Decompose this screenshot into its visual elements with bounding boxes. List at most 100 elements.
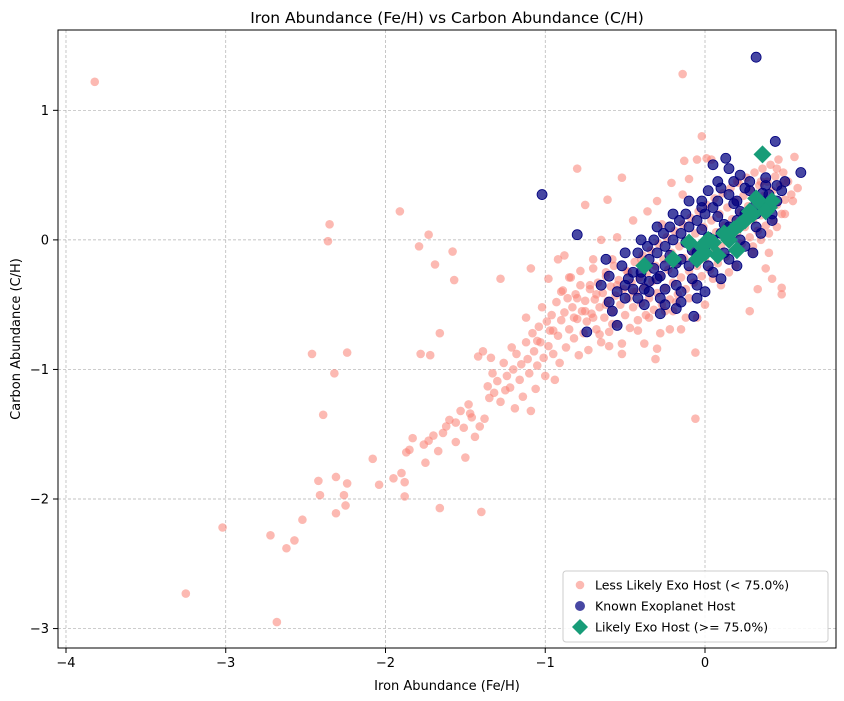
less-likely-point — [515, 375, 524, 385]
known-host-point — [795, 167, 807, 178]
less-likely-point — [477, 507, 486, 517]
less-likely-point — [529, 347, 539, 356]
known-host-point — [622, 273, 634, 285]
known-host-point — [688, 310, 700, 322]
less-likely-point — [416, 349, 425, 359]
less-likely-point — [548, 326, 558, 335]
less-likely-point — [596, 235, 606, 245]
less-likely-point — [572, 293, 582, 303]
known-host-point — [723, 189, 735, 200]
known-host-point — [632, 247, 644, 259]
less-likely-point — [564, 273, 574, 282]
less-likely-point — [435, 328, 445, 338]
less-likely-point — [580, 306, 590, 316]
likely-host-point — [680, 233, 699, 252]
less-likely-point — [569, 313, 579, 322]
less-likely-point — [475, 422, 485, 431]
known-host-point — [723, 253, 735, 265]
less-likely-point — [451, 437, 461, 447]
less-likely-point — [609, 261, 619, 271]
less-likely-point — [408, 433, 417, 443]
less-likely-point — [665, 324, 675, 334]
less-likely-point — [389, 473, 398, 483]
known-host-point — [658, 228, 669, 239]
x-tick-label: −4 — [56, 656, 75, 671]
known-host-point — [699, 286, 711, 298]
less-likely-point — [568, 302, 577, 312]
likely-host-point — [699, 230, 718, 249]
known-host-point — [712, 176, 724, 187]
less-likely-point — [90, 77, 100, 87]
known-host-point — [659, 299, 671, 311]
known-host-point — [707, 266, 719, 278]
less-likely-point — [532, 336, 542, 346]
less-likely-point — [516, 359, 526, 369]
less-likely-point — [421, 458, 430, 468]
less-likely-point — [633, 315, 643, 325]
less-likely-point — [508, 365, 518, 374]
less-likely-point — [542, 317, 552, 326]
less-likely-point — [774, 155, 783, 164]
likely-host-point — [664, 250, 683, 269]
legend-label: Likely Exo Host (>= 75.0%) — [595, 620, 768, 635]
less-likely-point — [534, 322, 544, 331]
less-likely-point — [325, 220, 334, 229]
known-host-point — [619, 247, 631, 259]
less-likely-point — [584, 345, 593, 355]
less-likely-point — [778, 168, 788, 177]
less-likely-point — [499, 358, 509, 368]
less-likely-point — [592, 290, 601, 299]
less-likely-point — [539, 353, 548, 363]
likely-host-point — [743, 204, 762, 223]
legend-label: Less Likely Exo Host (< 75.0%) — [595, 578, 789, 593]
less-likely-point — [588, 313, 598, 322]
less-likely-point — [523, 354, 532, 364]
less-likely-point — [502, 371, 512, 381]
less-likely-point — [548, 349, 558, 359]
less-likely-point — [588, 264, 598, 273]
less-likely-point — [644, 313, 654, 322]
less-likely-point — [315, 490, 325, 500]
known-host-point — [654, 270, 666, 282]
known-host-point — [603, 296, 615, 308]
known-host-point — [707, 159, 719, 171]
known-host-point — [611, 286, 623, 298]
less-likely-point — [414, 242, 424, 251]
known-host-point — [648, 234, 660, 246]
less-likely-point — [448, 247, 457, 256]
less-likely-point — [339, 490, 349, 500]
likely-host-point — [753, 145, 772, 164]
less-likely-point — [633, 326, 643, 335]
series-2 — [635, 145, 782, 275]
less-likely-point — [576, 280, 585, 290]
less-likely-point — [400, 492, 409, 501]
likely-host-point — [727, 241, 746, 260]
less-likely-point — [323, 236, 333, 246]
points-layer — [90, 51, 807, 627]
less-likely-point — [424, 230, 433, 240]
less-likely-point — [604, 327, 614, 337]
likely-host-point — [635, 256, 654, 275]
less-likely-point — [651, 354, 660, 364]
known-host-point — [720, 152, 732, 164]
less-likely-point — [405, 445, 414, 455]
known-host-point — [728, 176, 740, 187]
less-likely-point — [697, 131, 707, 141]
known-host-point — [683, 260, 695, 272]
less-likely-point — [598, 288, 608, 298]
known-host-point — [702, 185, 714, 197]
known-host-point — [581, 326, 593, 338]
likely-host-point — [756, 202, 775, 221]
known-host-point — [675, 296, 687, 308]
less-likely-point — [652, 344, 662, 354]
less-likely-point — [788, 196, 798, 206]
known-host-point — [691, 215, 703, 226]
less-likely-point — [620, 310, 630, 320]
less-likely-point — [761, 264, 771, 273]
less-likely-point — [266, 530, 275, 540]
less-likely-point — [652, 196, 662, 206]
less-likely-point — [770, 172, 780, 181]
y-tick-label: −2 — [30, 493, 49, 508]
less-likely-point — [617, 339, 627, 348]
less-likely-point — [617, 349, 627, 359]
